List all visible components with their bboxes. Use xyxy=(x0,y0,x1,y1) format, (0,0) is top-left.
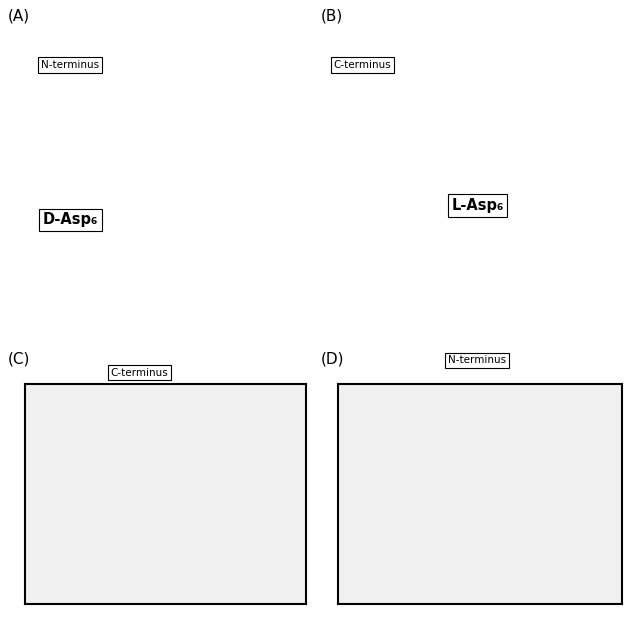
Text: N-terminus: N-terminus xyxy=(448,355,506,365)
Text: C-terminus: C-terminus xyxy=(333,60,391,70)
Text: (A): (A) xyxy=(8,8,30,23)
Text: D-Asp₆: D-Asp₆ xyxy=(43,212,98,227)
Text: L-Asp₆: L-Asp₆ xyxy=(451,198,504,213)
Text: (D): (D) xyxy=(321,352,344,366)
Text: (B): (B) xyxy=(321,8,343,23)
Text: N-terminus: N-terminus xyxy=(41,60,99,70)
Text: C-terminus: C-terminus xyxy=(110,368,168,378)
Text: (C): (C) xyxy=(8,352,30,366)
